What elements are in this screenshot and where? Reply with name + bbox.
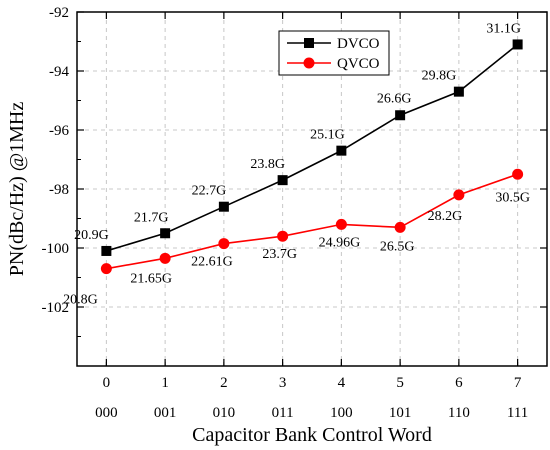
- y-tick-label: -98: [49, 182, 69, 198]
- legend-marker: [304, 38, 314, 48]
- data-label: 31.1G: [486, 21, 521, 36]
- x-tick-label: 1: [161, 375, 169, 391]
- data-point-qvco: [159, 252, 171, 264]
- data-label: 22.7G: [192, 184, 227, 199]
- data-point-qvco: [100, 263, 112, 275]
- x-secondary-tick-label: 101: [389, 405, 412, 421]
- data-point-dvco: [160, 228, 171, 239]
- axes: 00001001201030114100510161107111-102-100…: [42, 5, 547, 421]
- y-tick-label: -94: [49, 64, 69, 80]
- x-tick-label: 6: [455, 375, 463, 391]
- data-label: 26.6G: [377, 91, 412, 106]
- legend-entry-label: QVCO: [337, 56, 380, 72]
- data-point-qvco: [335, 218, 347, 230]
- x-secondary-tick-label: 010: [213, 405, 236, 421]
- x-secondary-tick-label: 100: [330, 405, 353, 421]
- x-tick-label: 7: [514, 375, 522, 391]
- data-label: 20.8G: [63, 293, 98, 308]
- x-secondary-tick-label: 011: [272, 405, 294, 421]
- x-tick-label: 0: [103, 375, 111, 391]
- data-label: 20.9G: [74, 228, 109, 243]
- series-dvco: 20.9G 21.7G 22.7G 23.8G 25.1G 26.6G 29.8G 31.1G: [74, 21, 523, 256]
- data-label: 28.2G: [428, 209, 463, 224]
- data-label: 24.96G: [319, 235, 361, 250]
- data-point-qvco: [277, 230, 289, 242]
- data-point-dvco: [277, 175, 288, 186]
- x-secondary-tick-label: 111: [507, 405, 528, 421]
- data-point-qvco: [394, 221, 406, 233]
- x-axis-title: Capacitor Bank Control Word: [192, 424, 432, 446]
- data-label: 21.65G: [130, 271, 172, 286]
- series-layer: 20.9G 21.7G 22.7G 23.8G 25.1G 26.6G 29.8G 31.1G…: [63, 21, 530, 307]
- y-tick-label: -96: [49, 123, 69, 139]
- data-label: 26.5G: [380, 239, 415, 254]
- x-secondary-tick-label: 000: [95, 405, 118, 421]
- data-label: 30.5G: [495, 190, 530, 205]
- y-axis-title: PN(dBc/Hz) @1MHz: [6, 102, 28, 277]
- data-label: 23.7G: [262, 247, 297, 262]
- legend: DVCO QVCO: [278, 30, 390, 76]
- legend-box: [278, 30, 390, 76]
- data-point-dvco: [218, 201, 229, 212]
- data-point-qvco: [218, 238, 230, 250]
- data-point-qvco: [453, 189, 465, 201]
- series-line-dvco: [106, 43, 519, 252]
- data-label: 22.61G: [191, 255, 233, 270]
- data-point-dvco: [512, 39, 523, 50]
- x-tick-label: 5: [396, 375, 404, 391]
- data-label: 29.8G: [422, 69, 457, 84]
- data-point-dvco: [101, 245, 112, 256]
- y-tick-label: -92: [49, 5, 69, 21]
- series-qvco: 20.8G 21.65G 22.61G 23.7G 24.96G 26.5G 28.2G 30…: [63, 168, 530, 308]
- x-secondary-tick-label: 110: [448, 405, 470, 421]
- data-point-dvco: [336, 145, 347, 156]
- y-tick-label: -102: [42, 300, 70, 316]
- data-label: 25.1G: [310, 128, 345, 143]
- x-tick-label: 2: [220, 375, 228, 391]
- data-label: 23.8G: [250, 157, 285, 172]
- series-line-qvco: [106, 173, 518, 270]
- x-secondary-tick-label: 001: [154, 405, 177, 421]
- x-tick-label: 3: [279, 375, 287, 391]
- legend-marker: [303, 57, 315, 69]
- y-tick-label: -100: [42, 241, 70, 257]
- legend-entry-label: DVCO: [337, 36, 380, 52]
- x-tick-label: 4: [338, 375, 346, 391]
- data-point-dvco: [395, 110, 406, 121]
- data-point-qvco: [512, 168, 524, 180]
- data-label: 21.7G: [134, 210, 169, 225]
- data-point-dvco: [453, 86, 464, 97]
